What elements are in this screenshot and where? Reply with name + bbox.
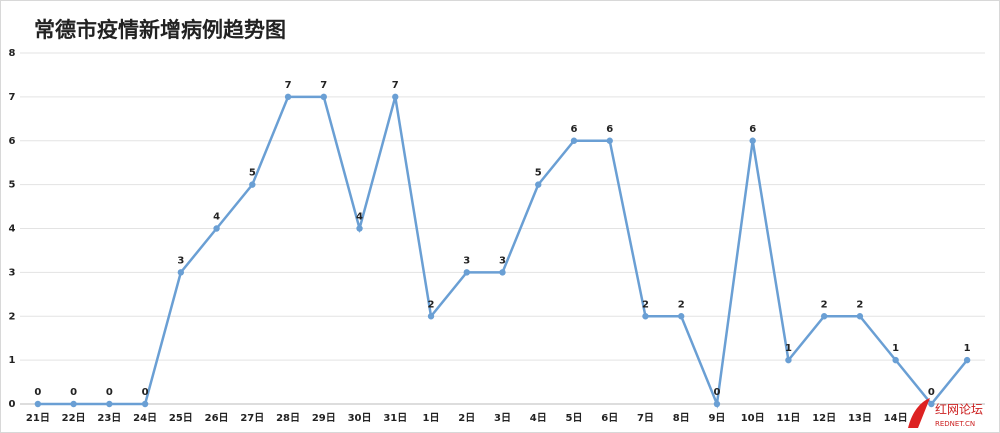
value-label: 3 xyxy=(499,255,506,266)
watermark-text: 红网论坛 xyxy=(935,402,983,417)
point xyxy=(106,400,113,408)
point xyxy=(320,93,327,101)
point xyxy=(963,356,971,364)
value-label: 0 xyxy=(142,387,149,398)
point xyxy=(34,400,42,408)
x-tick-label: 5日 xyxy=(565,412,582,424)
x-tick-label: 21日 xyxy=(26,412,50,424)
point xyxy=(713,400,721,408)
point xyxy=(141,400,149,408)
y-tick-label: 1 xyxy=(9,355,16,366)
point xyxy=(892,356,899,364)
point xyxy=(785,356,792,364)
point xyxy=(427,313,435,320)
y-tick-label: 0 xyxy=(9,399,16,410)
value-label: 0 xyxy=(34,387,41,398)
point xyxy=(820,313,828,320)
x-tick-label: 27日 xyxy=(240,412,264,424)
watermark: 红网论坛 REDNET.CN xyxy=(908,398,983,428)
y-tick-label: 2 xyxy=(9,311,16,322)
point xyxy=(213,225,220,232)
point xyxy=(249,181,256,188)
value-label: 5 xyxy=(249,168,256,179)
x-tick-label: 25日 xyxy=(169,412,193,424)
value-label: 1 xyxy=(964,343,971,354)
point xyxy=(356,225,363,232)
chart-title: 常德市疫情新增病例趋势图 xyxy=(34,18,286,42)
watermark-icon xyxy=(908,398,930,428)
point xyxy=(856,313,864,320)
point xyxy=(463,269,470,276)
y-tick-label: 8 xyxy=(9,48,16,59)
point xyxy=(570,137,578,144)
point xyxy=(70,400,77,408)
value-label: 0 xyxy=(70,387,77,398)
point xyxy=(749,137,756,144)
point xyxy=(392,93,399,101)
x-tick-label: 26日 xyxy=(205,412,229,424)
value-label: 3 xyxy=(463,255,470,266)
watermark-sub: REDNET.CN xyxy=(935,420,975,428)
point xyxy=(678,313,685,320)
point xyxy=(606,137,613,144)
x-tick-label: 8日 xyxy=(673,412,690,424)
value-label: 7 xyxy=(392,80,399,91)
value-label: 2 xyxy=(428,299,435,310)
value-label: 7 xyxy=(320,80,327,91)
point xyxy=(499,269,506,276)
value-label: 4 xyxy=(213,212,220,223)
value-label: 6 xyxy=(606,124,613,135)
value-label: 2 xyxy=(678,299,685,310)
value-label: 0 xyxy=(928,387,935,398)
x-tick-label: 11日 xyxy=(776,412,800,424)
value-label: 7 xyxy=(285,80,292,91)
x-tick-label: 14日 xyxy=(884,412,908,424)
x-tick-label: 3日 xyxy=(494,412,511,424)
x-tick-label: 7日 xyxy=(637,412,654,424)
x-tick-label: 6日 xyxy=(601,412,618,424)
x-tick-label: 22日 xyxy=(62,412,86,424)
x-tick-label: 4日 xyxy=(530,412,547,424)
point xyxy=(535,181,542,188)
value-label: 2 xyxy=(642,299,649,310)
x-tick-label: 12日 xyxy=(812,412,836,424)
x-tick-label: 28日 xyxy=(276,412,300,424)
value-label: 3 xyxy=(177,255,184,266)
y-tick-label: 7 xyxy=(9,92,16,103)
point xyxy=(284,93,292,101)
value-label: 2 xyxy=(821,299,828,310)
x-tick-label: 13日 xyxy=(848,412,872,424)
x-tick-label: 29日 xyxy=(312,412,336,424)
value-label: 1 xyxy=(785,343,792,354)
x-tick-label: 31日 xyxy=(383,412,407,424)
value-label: 6 xyxy=(570,124,577,135)
x-tick-label: 23日 xyxy=(97,412,121,424)
value-label: 1 xyxy=(892,343,899,354)
value-label: 6 xyxy=(749,124,756,135)
value-label: 0 xyxy=(713,387,720,398)
x-tick-label: 10日 xyxy=(741,412,765,424)
value-label: 2 xyxy=(856,299,863,310)
value-label: 0 xyxy=(106,387,113,398)
x-tick-label: 24日 xyxy=(133,412,157,424)
point xyxy=(928,400,935,408)
y-tick-label: 4 xyxy=(9,224,16,235)
x-tick-label: 2日 xyxy=(458,412,475,424)
y-tick-label: 5 xyxy=(9,180,16,191)
x-tick-label: 9日 xyxy=(708,412,725,424)
x-tick-label: 1日 xyxy=(423,412,440,424)
point xyxy=(177,269,185,276)
y-tick-label: 6 xyxy=(9,136,16,147)
y-tick-label: 3 xyxy=(9,267,16,278)
point xyxy=(642,313,649,320)
x-tick-label: 30日 xyxy=(348,412,372,424)
value-label: 5 xyxy=(535,168,542,179)
value-label: 4 xyxy=(356,212,363,223)
